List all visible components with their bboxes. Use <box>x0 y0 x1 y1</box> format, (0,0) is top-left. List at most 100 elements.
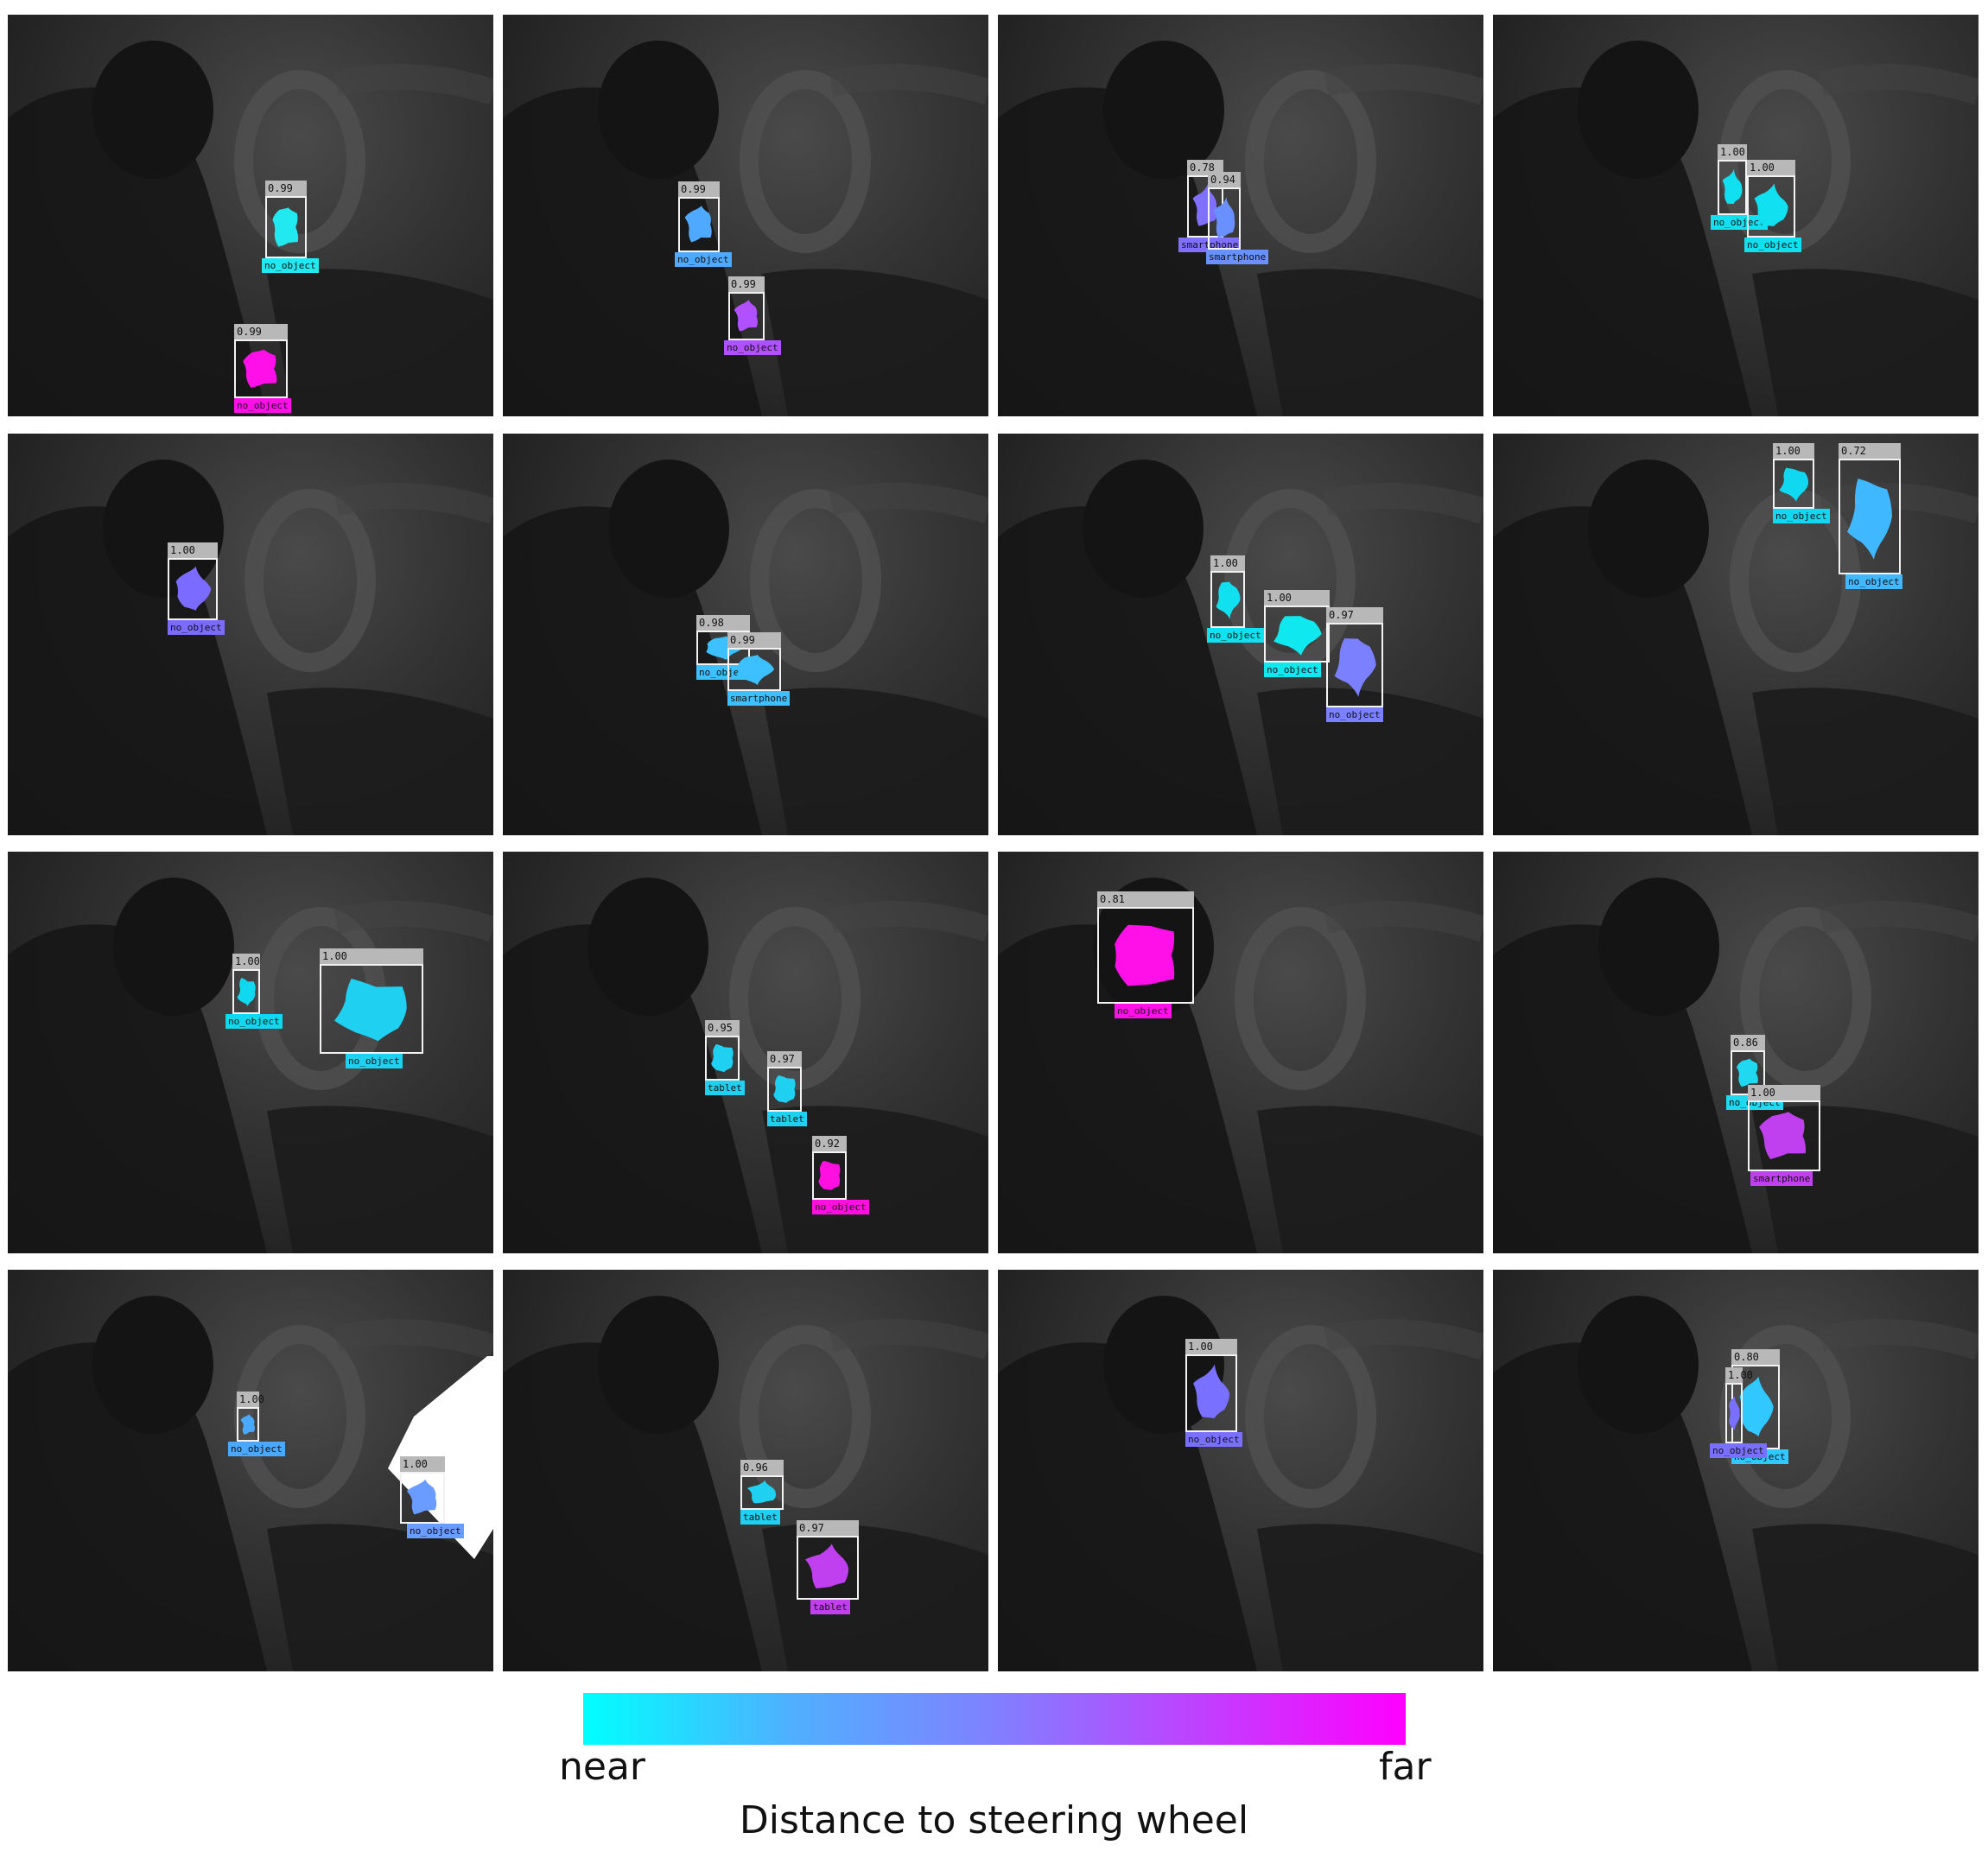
bounding-box <box>237 1407 259 1442</box>
segmentation-mask <box>1334 638 1376 697</box>
depth-image <box>8 41 493 416</box>
class-label: no_object <box>407 1524 464 1538</box>
segmentation-mask <box>805 1544 849 1588</box>
class-label: no_object <box>1264 663 1321 677</box>
confidence-score: 0.78 <box>1187 160 1223 175</box>
class-label: no_object <box>1710 1443 1767 1458</box>
segmentation-mask <box>773 1075 796 1104</box>
confidence-score: 0.96 <box>740 1460 784 1475</box>
confidence-score: 0.99 <box>727 632 781 648</box>
bounding-box <box>232 969 260 1014</box>
bounding-box <box>234 339 288 398</box>
confidence-score: 0.86 <box>1731 1035 1765 1050</box>
bounding-box <box>1185 1354 1237 1432</box>
class-label: tablet <box>740 1510 780 1525</box>
confidence-score: 0.80 <box>1731 1349 1780 1365</box>
bounding-box <box>1264 605 1330 663</box>
confidence-score: 1.00 <box>168 542 218 558</box>
result-panel: 0.96 tablet 0.97 tablet <box>503 1270 988 1671</box>
segmentation-mask <box>1213 196 1235 238</box>
class-label: no_object <box>1185 1432 1242 1447</box>
confidence-score: 1.00 <box>1747 160 1795 175</box>
result-panel: 0.81 no_object <box>998 852 1483 1253</box>
results-grid: 0.99 no_object 0.99 no_object 0.99 no_object 0… <box>8 15 1978 1671</box>
confidence-score: 1.00 <box>1264 590 1330 605</box>
confidence-score: 1.00 <box>1185 1339 1237 1354</box>
bounding-box <box>1718 160 1747 215</box>
detection: 1.00 smartphone <box>1748 1085 1820 1186</box>
detection: 1.00 no_object <box>1264 590 1330 677</box>
detection: 0.99 no_object <box>262 181 319 273</box>
segmentation-mask <box>684 206 712 243</box>
detection: 1.00 no_object <box>225 954 283 1029</box>
result-panel: 1.00 no_object <box>998 1270 1483 1671</box>
result-panel: 0.99 no_object 0.99 no_object <box>503 15 988 416</box>
confidence-score: 0.98 <box>696 615 750 631</box>
class-label: smartphone <box>1750 1171 1813 1186</box>
detection: 0.95 tablet <box>705 1020 745 1095</box>
confidence-score: 0.97 <box>767 1051 802 1067</box>
segmentation-mask <box>736 655 775 686</box>
class-label: no_object <box>675 252 732 267</box>
result-panel: 0.78 smartphone 0.94 smartphone <box>998 15 1483 416</box>
segmentation-mask <box>175 566 212 611</box>
bounding-box <box>168 558 218 620</box>
result-panel: 0.98 no_object 0.99 smartphone <box>503 434 988 835</box>
color-legend: near far Distance to steering wheel <box>0 1684 1988 1864</box>
segmentation-mask <box>1722 168 1743 205</box>
bounding-box <box>1326 623 1383 707</box>
segmentation-mask <box>1847 479 1892 560</box>
confidence-score: 1.00 <box>1773 443 1814 459</box>
bounding-box <box>678 197 720 252</box>
bounding-box <box>320 964 423 1054</box>
confidence-score: 1.00 <box>1725 1367 1753 1383</box>
class-label: no_object <box>262 258 319 273</box>
detection: 1.00 no_object <box>1185 1339 1242 1447</box>
segmentation-mask <box>1115 924 1175 986</box>
class-label: no_object <box>168 620 225 635</box>
detection: 0.97 tablet <box>767 1051 807 1126</box>
class-label: no_object <box>1711 215 1768 230</box>
class-label: no_object <box>228 1442 285 1456</box>
depth-image <box>1493 878 1978 1253</box>
detection: 0.99 smartphone <box>727 632 791 706</box>
detection: 1.00 no_object <box>1710 1367 1767 1458</box>
distance-colorbar <box>583 1693 1406 1745</box>
bounding-box <box>1210 571 1245 628</box>
confidence-score: 0.97 <box>1326 607 1383 623</box>
bounding-box <box>1747 175 1795 238</box>
class-label: tablet <box>705 1081 745 1095</box>
bounding-box <box>728 292 765 340</box>
depth-image <box>998 460 1483 835</box>
depth-image <box>998 878 1483 1253</box>
confidence-score: 1.00 <box>1718 144 1747 160</box>
segmentation-mask <box>1729 1394 1740 1432</box>
segmentation-mask <box>1273 616 1322 656</box>
class-label: tablet <box>767 1112 807 1126</box>
depth-image <box>998 41 1483 416</box>
segmentation-mask <box>272 207 299 247</box>
class-label: no_object <box>234 398 291 413</box>
result-panel: 1.00 no_object 1.00 no_object 0.97 no_object <box>998 434 1483 835</box>
detection: 1.00 no_object <box>1773 443 1830 523</box>
segmentation-mask <box>1193 1364 1230 1419</box>
class-label: tablet <box>810 1600 850 1614</box>
confidence-score: 0.99 <box>728 276 765 292</box>
segmentation-mask <box>1754 183 1788 226</box>
result-panel: 1.00 no_object 1.00 no_object <box>8 852 493 1253</box>
bounding-box <box>767 1067 802 1112</box>
class-label: no_object <box>1115 1004 1172 1018</box>
class-label: no_object <box>724 340 781 355</box>
depth-image <box>1493 1296 1978 1671</box>
detection: 0.81 no_object <box>1097 891 1194 1018</box>
confidence-score: 0.81 <box>1097 891 1194 907</box>
segmentation-mask <box>746 1480 777 1504</box>
confidence-score: 0.97 <box>797 1520 859 1536</box>
class-label: no_object <box>1773 509 1830 523</box>
confidence-score: 1.00 <box>1748 1085 1820 1100</box>
bounding-box <box>797 1536 859 1600</box>
confidence-score: 0.95 <box>705 1020 740 1036</box>
confidence-score: 0.99 <box>234 324 288 339</box>
confidence-score: 1.00 <box>1210 555 1245 571</box>
